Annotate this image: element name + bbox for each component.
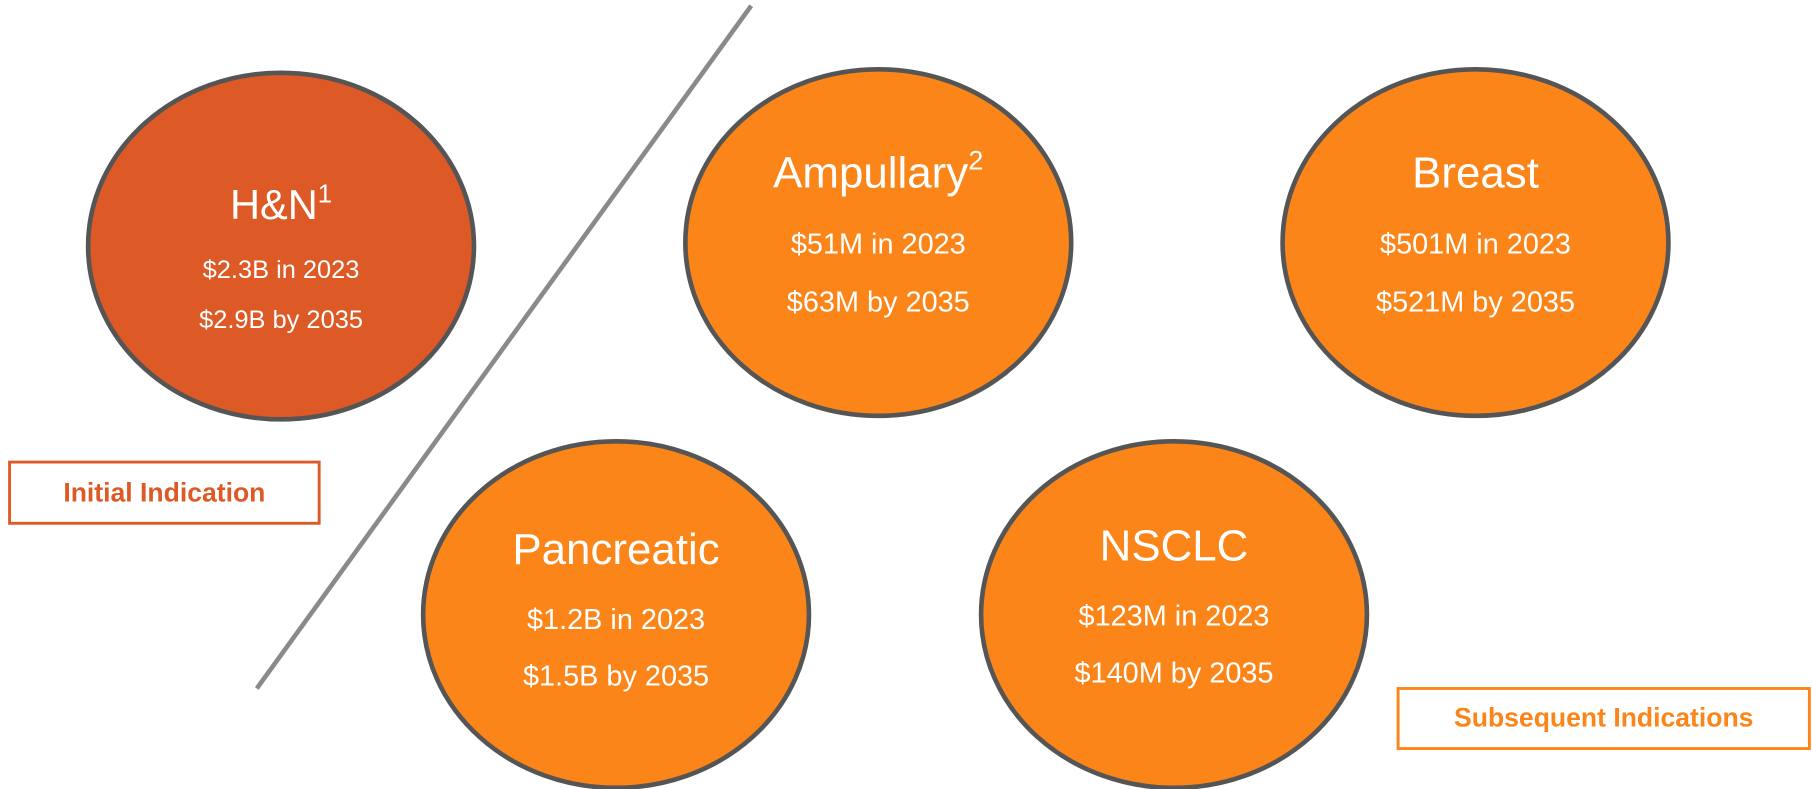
group-box (1396, 687, 1811, 751)
group-label: Initial Indication (63, 477, 265, 507)
node-label: Pancreatic (512, 525, 719, 574)
node-ellipse (683, 67, 1074, 419)
node-value: $63M by 2035 (787, 286, 970, 318)
node-note: 1 (318, 180, 332, 208)
node-value: $1.2B in 2023 (527, 604, 705, 636)
node-label: Breast (1412, 148, 1539, 197)
node-label: H&N (230, 181, 318, 228)
divider-line (254, 4, 754, 690)
group-label: Subsequent Indications (1454, 703, 1753, 733)
node-value: $2.9B by 2035 (199, 306, 363, 334)
node-title: NSCLC (1100, 521, 1249, 570)
node-label: Ampullary (773, 148, 968, 197)
node-title: Pancreatic (512, 525, 719, 574)
node-note: 2 (968, 145, 983, 176)
node-ellipse (978, 439, 1370, 789)
node-value: $2.3B in 2023 (203, 256, 360, 284)
node-ellipse (85, 70, 477, 422)
node-title: H&N1 (230, 180, 332, 228)
node-value: $1.5B by 2035 (523, 661, 709, 693)
group-box (8, 460, 321, 525)
node-value: $501M in 2023 (1380, 229, 1571, 261)
node-value: $521M by 2035 (1376, 286, 1575, 318)
node-ellipse (420, 439, 812, 789)
node-label: NSCLC (1100, 521, 1249, 570)
node-ellipse (1280, 67, 1671, 419)
node-title: Ampullary2 (773, 145, 983, 198)
node-value: $140M by 2035 (1075, 657, 1274, 689)
node-value: $123M in 2023 (1079, 601, 1270, 633)
node-value: $51M in 2023 (791, 229, 966, 261)
node-title: Breast (1412, 148, 1539, 197)
